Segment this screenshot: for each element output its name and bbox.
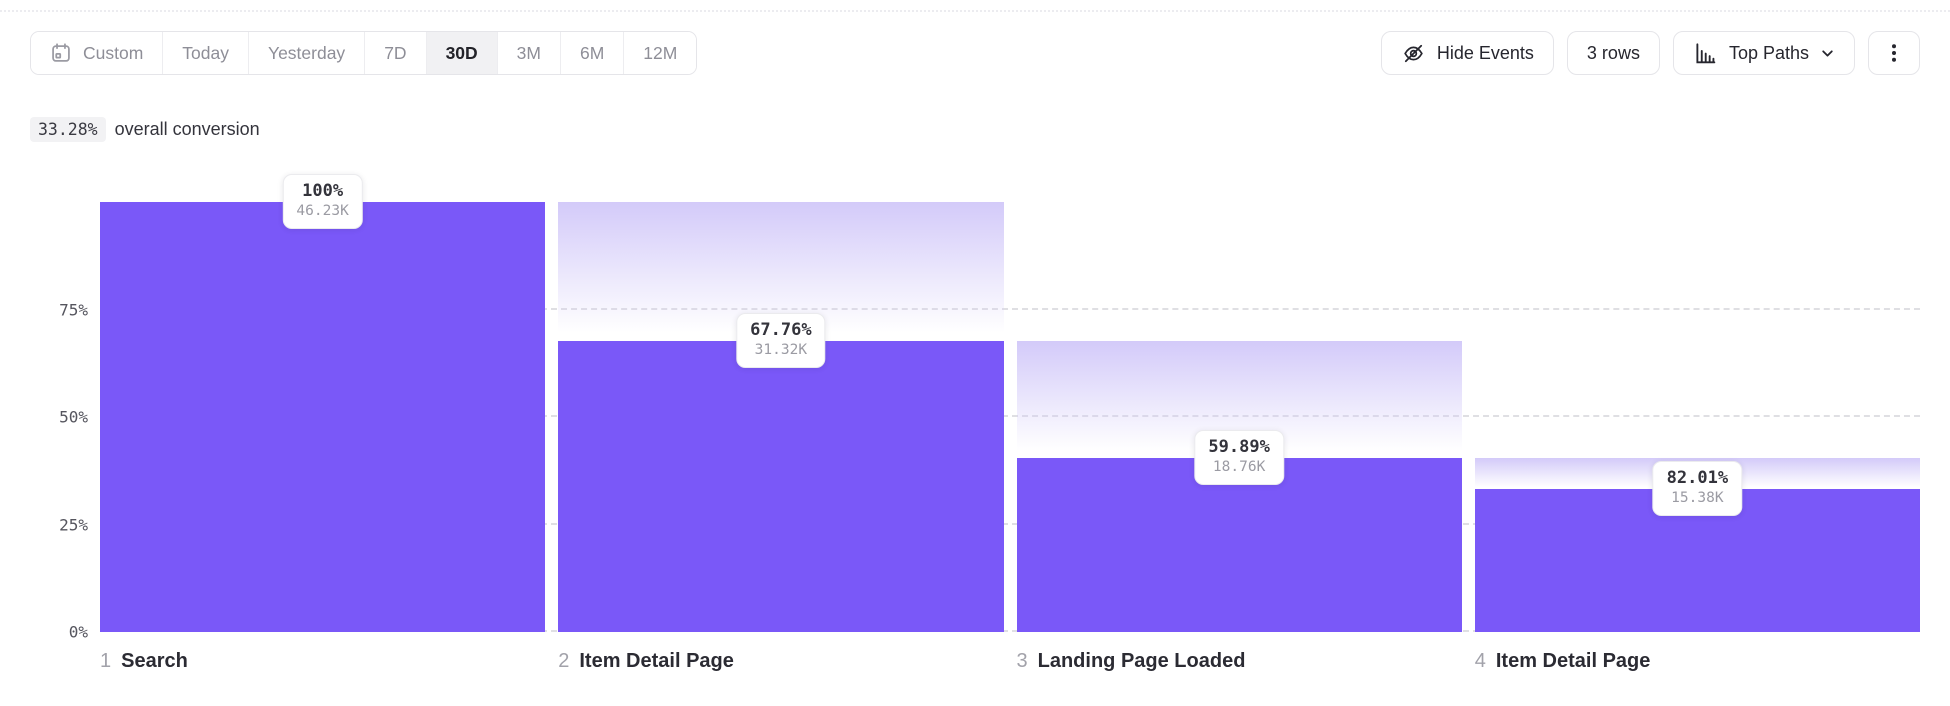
overall-conversion-value: 33.28% — [30, 117, 106, 142]
date-range-3m[interactable]: 3M — [497, 32, 561, 74]
funnel-column-4: 82.01% 15.38K — [1474, 202, 1920, 632]
step-name: Item Detail Page — [1495, 650, 1651, 672]
conversion-percent: 82.01% — [1666, 468, 1729, 489]
conversion-count: 46.23K — [296, 203, 349, 220]
step-number: 2 — [558, 650, 570, 672]
bar-chart-icon — [1693, 41, 1718, 66]
grid-line-0% — [100, 630, 1920, 632]
date-range-label: 6M — [579, 42, 605, 63]
date-range-label: Today — [182, 42, 229, 63]
panel-top-divider — [0, 10, 1950, 12]
date-range-7d[interactable]: 7D — [365, 32, 427, 74]
kebab-menu-icon — [1882, 41, 1906, 65]
date-range-label: Yesterday — [268, 42, 346, 63]
eye-off-icon — [1401, 41, 1426, 66]
conversion-percent: 100% — [302, 181, 344, 202]
conversion-count: 15.38K — [1671, 490, 1724, 507]
funnel-column-2: 67.76% 31.32K — [558, 202, 1004, 632]
step-name: Search — [121, 650, 188, 672]
top-paths-button[interactable]: Top Paths — [1672, 31, 1855, 75]
overall-conversion-label: overall conversion — [114, 119, 260, 139]
date-range-custom[interactable]: Custom — [31, 32, 164, 74]
step-name: Landing Page Loaded — [1037, 650, 1246, 672]
overall-conversion-summary: 33.28% overall conversion — [30, 117, 260, 142]
hide-events-button[interactable]: Hide Events — [1380, 31, 1554, 75]
date-range-6m[interactable]: 6M — [560, 32, 625, 74]
toolbar-actions: Hide Events 3 rows Top Paths — [1380, 31, 1920, 75]
step-label-3: 3 Landing Page Loaded — [1017, 650, 1462, 673]
funnel-column-3: 59.89% 18.76K — [1016, 202, 1462, 632]
rows-button[interactable]: 3 rows — [1566, 31, 1660, 75]
step-label-2: 2 Item Detail Page — [558, 650, 1003, 673]
y-axis: 75% 50% 25% 0% — [30, 202, 88, 642]
step-label-1: 1 Search — [100, 650, 545, 673]
value-badge-1: 100% 46.23K — [282, 174, 363, 229]
funnel-chart: 75% 50% 25% 0% 100% 46.23K 67.76% 31.32K 59.89%… — [30, 174, 1920, 642]
date-range-picker: Custom Today Yesterday 7D 30D 3M 6M 12M — [30, 31, 698, 75]
date-range-30d[interactable]: 30D — [426, 32, 498, 74]
date-range-label: 3M — [516, 42, 541, 63]
date-range-today[interactable]: Today — [163, 32, 249, 74]
conversion-percent: 59.89% — [1208, 436, 1270, 457]
conversion-count: 31.32K — [754, 342, 808, 359]
value-badge-4: 82.01% 15.38K — [1652, 461, 1743, 516]
step-number: 3 — [1016, 650, 1028, 672]
y-tick-label: 0% — [68, 622, 88, 642]
funnel-column-1: 100% 46.23K — [100, 174, 546, 632]
funnel-bar-1[interactable] — [100, 202, 546, 632]
grid-line-25% — [100, 522, 1920, 525]
step-label-4: 4 Item Detail Page — [1475, 650, 1920, 673]
value-badge-3: 59.89% 18.76K — [1194, 429, 1284, 485]
conversion-percent: 67.76% — [750, 319, 812, 340]
top-paths-label: Top Paths — [1728, 42, 1809, 63]
step-number: 1 — [100, 650, 112, 672]
value-badge-2: 67.76% 31.32K — [736, 312, 826, 368]
funnel-bar-2[interactable] — [558, 340, 1004, 632]
funnel-toolbar: Custom Today Yesterday 7D 30D 3M 6M 12M Hide Ev… — [30, 31, 1920, 75]
grid-line-50% — [100, 415, 1920, 417]
rows-label: 3 rows — [1586, 42, 1640, 63]
chevron-down-icon — [1820, 46, 1835, 61]
funnel-bar-3[interactable] — [1016, 457, 1462, 632]
y-tick-label: 50% — [59, 407, 88, 427]
conversion-count: 18.76K — [1212, 458, 1266, 475]
date-range-label: 30D — [445, 42, 478, 63]
date-range-label: Custom — [83, 42, 144, 63]
plot-area: 100% 46.23K 67.76% 31.32K 59.89% 18.76K 82.01%… — [100, 174, 1920, 632]
calendar-icon — [50, 42, 72, 64]
grid-line-75% — [100, 307, 1920, 310]
funnel-columns: 100% 46.23K 67.76% 31.32K 59.89% 18.76K 82.01%… — [100, 174, 1920, 632]
y-tick-label: 75% — [59, 300, 88, 319]
date-range-12m[interactable]: 12M — [624, 32, 697, 74]
date-range-label: 12M — [643, 42, 678, 63]
date-range-yesterday[interactable]: Yesterday — [249, 32, 366, 74]
step-name: Item Detail Page — [579, 650, 734, 672]
date-range-label: 7D — [384, 42, 407, 63]
step-number: 4 — [1474, 650, 1486, 672]
more-options-button[interactable] — [1868, 31, 1920, 75]
y-tick-label: 25% — [59, 515, 88, 534]
hide-events-label: Hide Events — [1436, 42, 1534, 63]
step-labels: 1 Search 2 Item Detail Page 3 Landing Page Lo… — [100, 650, 1920, 673]
